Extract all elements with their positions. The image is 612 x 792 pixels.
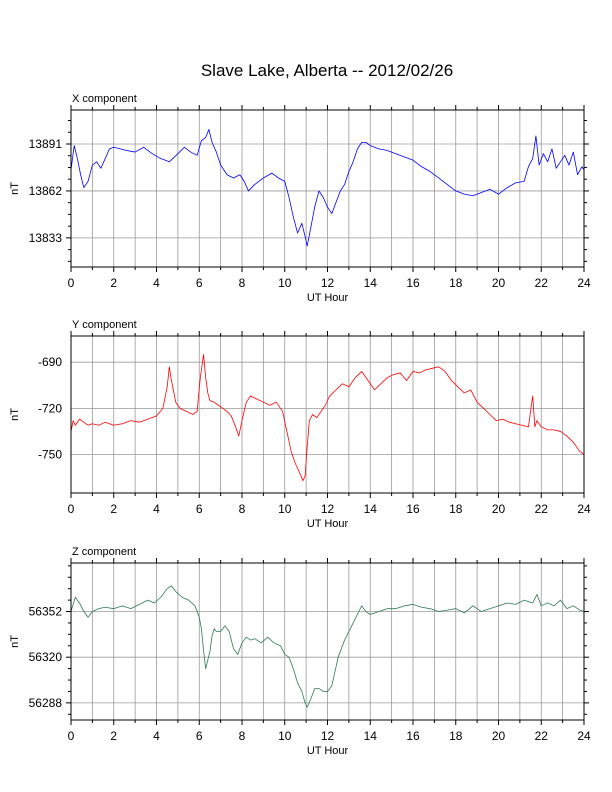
x-tick-label: 10	[278, 502, 292, 516]
x-tick-label: 14	[364, 729, 378, 743]
x-tick-label: 18	[449, 276, 463, 290]
x-tick-label: 12	[321, 729, 335, 743]
panel-z-title: Z component	[72, 546, 136, 558]
y-tick-label: -690	[38, 355, 62, 369]
x-tick-label: 6	[196, 276, 203, 290]
y-tick-label: 56352	[29, 605, 63, 619]
x-tick-label: 18	[449, 729, 463, 743]
x-tick-label: 22	[535, 502, 549, 516]
panel-x-title: X component	[72, 93, 137, 105]
y-tick-label: 13891	[29, 137, 63, 151]
y-tick-label: 13833	[29, 231, 63, 245]
x-tick-label: 0	[68, 502, 75, 516]
y-axis-label: nT	[9, 635, 21, 648]
x-tick-label: 16	[406, 729, 420, 743]
x-tick-label: 14	[364, 502, 378, 516]
y-tick-label: 56320	[29, 650, 63, 664]
x-tick-label: 24	[577, 276, 591, 290]
x-tick-label: 22	[535, 276, 549, 290]
panel-y-title: Y component	[72, 319, 137, 331]
x-tick-label: 2	[110, 729, 117, 743]
x-tick-label: 0	[68, 729, 75, 743]
x-tick-label: 6	[196, 502, 203, 516]
x-tick-label: 2	[110, 502, 117, 516]
x-tick-label: 14	[364, 276, 378, 290]
x-tick-label: 18	[449, 502, 463, 516]
x-tick-label: 8	[239, 276, 246, 290]
x-tick-label: 6	[196, 729, 203, 743]
x-axis-label: UT Hour	[307, 745, 349, 757]
x-tick-label: 0	[68, 276, 75, 290]
x-tick-label: 8	[239, 729, 246, 743]
x-tick-label: 16	[406, 276, 420, 290]
x-tick-label: 20	[492, 729, 506, 743]
y-tick-label: 13862	[29, 184, 63, 198]
x-tick-label: 4	[153, 502, 160, 516]
series-line-x	[70, 129, 585, 247]
x-tick-label: 12	[321, 276, 335, 290]
x-tick-label: 4	[153, 729, 160, 743]
x-tick-label: 20	[492, 502, 506, 516]
x-tick-label: 10	[278, 729, 292, 743]
y-axis-label: nT	[9, 408, 21, 421]
series-line-z	[70, 585, 585, 708]
y-axis-label: nT	[9, 182, 21, 195]
x-axis-label: UT Hour	[307, 292, 349, 304]
series-line-y	[70, 354, 585, 482]
x-tick-label: 10	[278, 276, 292, 290]
x-tick-label: 12	[321, 502, 335, 516]
figure-title: Slave Lake, Alberta -- 2012/02/26	[201, 61, 453, 80]
x-tick-label: 22	[535, 729, 549, 743]
x-tick-label: 16	[406, 502, 420, 516]
y-tick-label: 56288	[29, 696, 63, 710]
x-tick-label: 24	[577, 729, 591, 743]
x-tick-label: 2	[110, 276, 117, 290]
x-tick-label: 20	[492, 276, 506, 290]
x-axis-label: UT Hour	[307, 518, 349, 530]
y-tick-label: -750	[38, 448, 62, 462]
x-tick-label: 8	[239, 502, 246, 516]
x-tick-label: 24	[577, 502, 591, 516]
x-tick-label: 4	[153, 276, 160, 290]
y-tick-label: -720	[38, 401, 62, 415]
